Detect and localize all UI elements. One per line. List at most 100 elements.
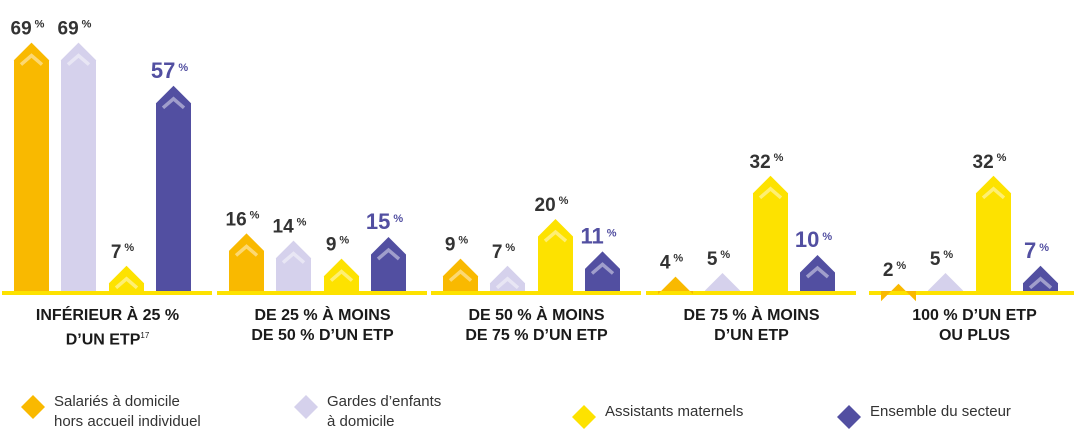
data-label-unit: % [393,213,403,225]
data-label-unit: % [673,253,683,265]
data-label-unit: % [458,235,468,247]
bar-chevron [981,186,1006,200]
category-label: DE 50 % À MOINS DE 75 % D’UN ETP [429,306,644,346]
data-label-unit: % [997,152,1007,164]
data-label: 57% [151,58,188,83]
data-label-unit: % [35,19,45,31]
data-label-value: 5 [930,249,941,270]
bar [538,219,573,291]
legend-label-line: Assistants maternels [605,403,744,420]
data-label-value: 57 [151,58,175,83]
category-label-line: INFÉRIEUR À 25 % [35,307,180,324]
data-label-value: 4 [660,253,671,274]
bar [1023,265,1058,291]
legend-label-line: à domicile [327,413,395,430]
bar-chevron [1028,276,1053,290]
data-label: 20% [535,195,569,216]
legend-item: Assistants maternels [571,402,743,430]
data-label: 16% [226,209,260,230]
bar-chevron [376,247,401,261]
bar [658,276,693,295]
bar-chevron [19,53,44,66]
data-label-value: 7 [1024,238,1036,263]
data-label-unit: % [943,249,953,261]
data-label-unit: % [339,235,349,247]
data-label: 4% [660,253,684,274]
category-label-line: D’UN ETP [714,327,789,344]
data-label: 32% [750,152,784,173]
bar [276,240,311,291]
bar-chevron [329,269,354,282]
data-label-value: 9 [445,235,456,256]
legend-swatch [572,405,596,429]
data-label-value: 11 [580,223,603,248]
footnote-mark: 17 [140,331,150,340]
legend-swatch [21,395,45,419]
category-label-line: OU PLUS [938,327,1011,344]
category-label: 100 % D’UN ETP OU PLUS [867,306,1074,346]
bar [109,265,144,291]
data-label-unit: % [1039,242,1049,254]
data-label-value: 15 [366,209,390,234]
data-label: 69% [11,19,45,40]
data-label-value: 7 [492,242,503,263]
data-label: 14% [273,217,307,238]
data-label-value: 16 [226,209,247,230]
bar [156,85,191,291]
data-label: 7% [492,242,516,263]
data-label: 32% [973,152,1007,173]
data-label-value: 69 [58,19,79,40]
bar-chevron [805,265,830,279]
baseline [869,291,1074,295]
data-label-value: 69 [11,19,32,40]
bar [324,258,359,291]
data-label-value: 20 [535,195,556,216]
legend-label: Gardes d’enfants à domicile [327,392,441,432]
baseline [431,291,641,295]
bar [371,237,406,291]
category-label: INFÉRIEUR À 25 % D’UN ETP17 [0,306,215,350]
bar [443,258,478,291]
data-label-value: 7 [111,242,122,263]
data-label: 5% [707,249,731,270]
data-label-value: 5 [707,249,718,270]
legend-diamond-icon [837,405,861,429]
data-label: 15% [366,209,403,234]
data-label-unit: % [178,62,188,74]
bar [976,175,1011,291]
category-label-line: DE 50 % À MOINS [468,307,605,324]
bar-chevron [114,276,139,290]
legend-label-line: Gardes d’enfants [327,393,442,410]
legend-item: Gardes d’enfants à domicile [293,392,441,432]
data-label: 9% [326,235,350,256]
category-label-line: DE 25 % À MOINS [254,307,391,324]
legend-label-line: Salariés à domicile [54,393,180,410]
legend-swatch [294,395,318,419]
bar-chevron [281,251,306,264]
bar-chevron [495,276,520,290]
category-label: DE 25 % À MOINS DE 50 % D’UN ETP [215,306,430,346]
bar-chevron [448,269,473,282]
bar [800,255,835,291]
bar-chevron [543,229,568,243]
bar [753,175,788,291]
data-label-value: 32 [973,152,994,173]
data-label-value: 14 [273,217,295,238]
bar [585,251,620,291]
data-label-unit: % [505,242,515,254]
legend-label: Ensemble du secteur [870,402,1011,422]
bar [705,273,740,291]
bar-chart: 69% 69 %7 %57 %16 %14 %9 %15 %9 %7 %20 %11 %4% 5 %32 %1… [2,19,1074,302]
legend-item: Salariés à domicile hors accueil individu… [20,392,201,432]
data-label-unit: % [297,217,307,229]
bar-chevron [758,186,783,200]
baseline [217,291,427,295]
data-label-value: 9 [326,235,337,256]
data-label-unit: % [82,19,92,31]
data-label: 11% [580,223,616,248]
bar [14,42,49,291]
legend-label-line: Ensemble du secteur [870,403,1011,420]
data-label: 9% [445,235,469,256]
data-label: 69% [58,19,92,40]
data-label-unit: % [822,231,832,243]
